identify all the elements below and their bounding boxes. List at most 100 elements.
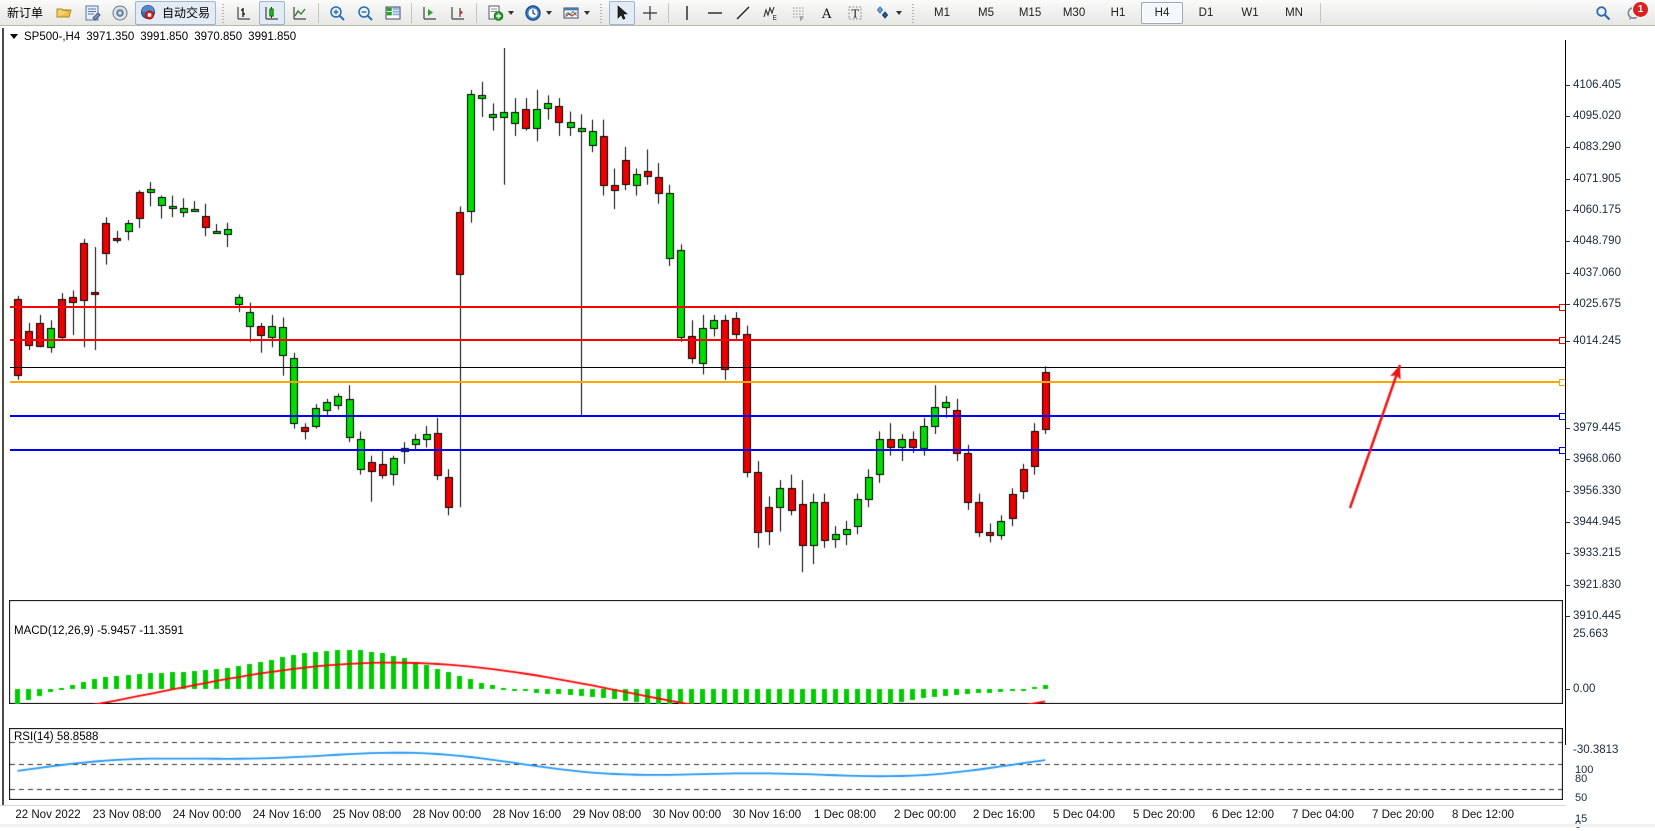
shapes-tool[interactable] [870, 1, 906, 25]
price-tick [1566, 179, 1570, 180]
price-tick [1566, 428, 1570, 429]
price-tick [1566, 459, 1570, 460]
toolbar-grip-2[interactable] [598, 2, 606, 23]
price-tick [1566, 116, 1570, 117]
toolbar-grip-3[interactable] [910, 2, 918, 23]
timeframe-mn[interactable]: MN [1285, 6, 1303, 19]
toolbar-separator [318, 2, 320, 23]
text-label-tool[interactable]: T [842, 1, 868, 25]
bar-chart-icon[interactable] [231, 1, 257, 25]
timeframe-h1[interactable]: H1 [1110, 6, 1126, 19]
chevron-down-icon-2[interactable] [546, 10, 553, 15]
trendline-tool[interactable] [730, 1, 756, 25]
cursor-tool[interactable] [609, 0, 636, 25]
time-axis-label: 1 Dec 08:00 [813, 809, 877, 821]
macd-tick-label: 0.00 [1573, 683, 1596, 695]
horizontal-line-tool[interactable] [702, 1, 728, 25]
time-axis-label: 6 Dec 12:00 [1211, 809, 1275, 821]
main-toolbar: 新订单 自动交易 [0, 0, 1655, 26]
price-tick-label: 4106.405 [1573, 79, 1621, 91]
macd-caption: MACD(12,26,9) -5.9457 -11.3591 [14, 625, 184, 637]
time-axis-label: 5 Dec 20:00 [1132, 809, 1196, 821]
chevron-down-icon-3[interactable] [584, 10, 591, 15]
metaeditor-icon[interactable] [79, 1, 105, 25]
candlestick-chart-icon[interactable] [259, 0, 286, 25]
timeframe-m15[interactable]: M15 [1018, 6, 1042, 19]
chevron-down-icon[interactable] [508, 10, 515, 15]
time-axis-label: 28 Nov 16:00 [492, 809, 562, 821]
timeframe-m5[interactable]: M5 [978, 6, 995, 19]
period-clock-button[interactable] [520, 1, 556, 25]
zoom-in-icon[interactable] [324, 1, 350, 25]
folder-open-icon[interactable] [51, 1, 77, 25]
price-tick [1566, 616, 1570, 617]
price-tick-label: 3944.945 [1573, 516, 1621, 528]
bullish-arrow[interactable] [0, 26, 1655, 827]
elliott-wave-tool[interactable]: E [758, 1, 784, 25]
price-tick [1566, 553, 1570, 554]
price-tick-label: 4095.020 [1573, 110, 1621, 122]
timeframe-m1[interactable]: M1 [934, 6, 951, 19]
toolbar-separator-2 [411, 2, 413, 23]
price-tick-label: 4014.245 [1573, 335, 1621, 347]
timeframe-m30[interactable]: M30 [1062, 6, 1086, 19]
price-tick-label: 4060.175 [1573, 204, 1621, 216]
price-axis[interactable]: 4106.405 4095.020 4083.290 4071.905 4060.175… [1566, 26, 1655, 831]
toolbar-separator-5 [1320, 2, 1322, 23]
autotrading-button[interactable]: 自动交易 [135, 0, 217, 25]
time-axis-label: 29 Nov 08:00 [572, 809, 642, 821]
market-watch-icon[interactable] [380, 1, 406, 25]
macd-tick [1566, 689, 1570, 690]
alerts-count: 1 [1632, 0, 1649, 18]
time-axis[interactable]: 22 Nov 2022 23 Nov 08:00 24 Nov 00:00 24 No… [0, 805, 1566, 828]
price-tick-label: 3979.445 [1573, 422, 1621, 434]
add-indicator-button[interactable] [482, 1, 518, 25]
time-axis-label: 2 Dec 00:00 [893, 809, 957, 821]
time-axis-label: 23 Nov 08:00 [92, 809, 162, 821]
vertical-line-tool[interactable] [674, 1, 700, 25]
macd-tick-label: -30.3813 [1573, 744, 1619, 756]
chart-shift-icon[interactable] [417, 1, 443, 25]
chart-window[interactable]: SP500-,H4 3971.350 3991.850 3970.850 399… [0, 26, 1655, 827]
price-tick [1566, 522, 1570, 523]
price-tick-label: 4025.675 [1573, 298, 1621, 310]
timeframe-w1[interactable]: W1 [1241, 6, 1259, 19]
time-axis-label: 24 Nov 16:00 [252, 809, 322, 821]
time-axis-label: 2 Dec 16:00 [972, 809, 1036, 821]
price-tick-label: 3956.330 [1573, 485, 1621, 497]
navigator-icon[interactable] [107, 1, 133, 25]
new-order-button[interactable]: 新订单 [1, 1, 49, 25]
new-order-label: 新订单 [7, 6, 44, 20]
toolbar-grip[interactable] [220, 2, 228, 23]
svg-text:A: A [821, 7, 832, 22]
line-chart-icon[interactable] [287, 1, 313, 25]
crosshair-tool[interactable] [637, 1, 663, 25]
price-tick-label: 4083.290 [1573, 141, 1621, 153]
svg-text:F: F [800, 16, 804, 22]
autotrading-label: 自动交易 [162, 6, 211, 20]
time-axis-label: 30 Nov 16:00 [732, 809, 802, 821]
timeframe-h4[interactable]: H4 [1141, 1, 1184, 24]
auto-scroll-icon[interactable] [445, 1, 471, 25]
fibonacci-tool[interactable]: F [786, 1, 812, 25]
text-tool[interactable]: A [814, 1, 840, 25]
price-tick [1566, 85, 1570, 86]
templates-button[interactable] [558, 1, 594, 25]
price-axis-line [1565, 40, 1566, 745]
alerts-badge[interactable]: 1 [1625, 0, 1649, 23]
price-tick [1566, 341, 1570, 342]
price-tick [1566, 585, 1570, 586]
price-tick-label: 3968.060 [1573, 453, 1621, 465]
price-tick-label: 4048.790 [1573, 235, 1621, 247]
time-axis-label: 24 Nov 00:00 [172, 809, 242, 821]
svg-text:E: E [773, 14, 777, 22]
timeframe-d1[interactable]: D1 [1198, 6, 1214, 19]
toolbar-separator-3 [476, 2, 478, 23]
rsi-caption: RSI(14) 58.8588 [14, 731, 99, 743]
chevron-down-icon-4[interactable] [896, 10, 903, 15]
search-icon[interactable] [1590, 1, 1616, 25]
time-axis-label: 8 Dec 12:00 [1451, 809, 1515, 821]
zoom-out-icon[interactable] [352, 1, 378, 25]
chart-horizontal-scrollbar[interactable] [0, 824, 1655, 827]
svg-text:T: T [852, 7, 860, 20]
